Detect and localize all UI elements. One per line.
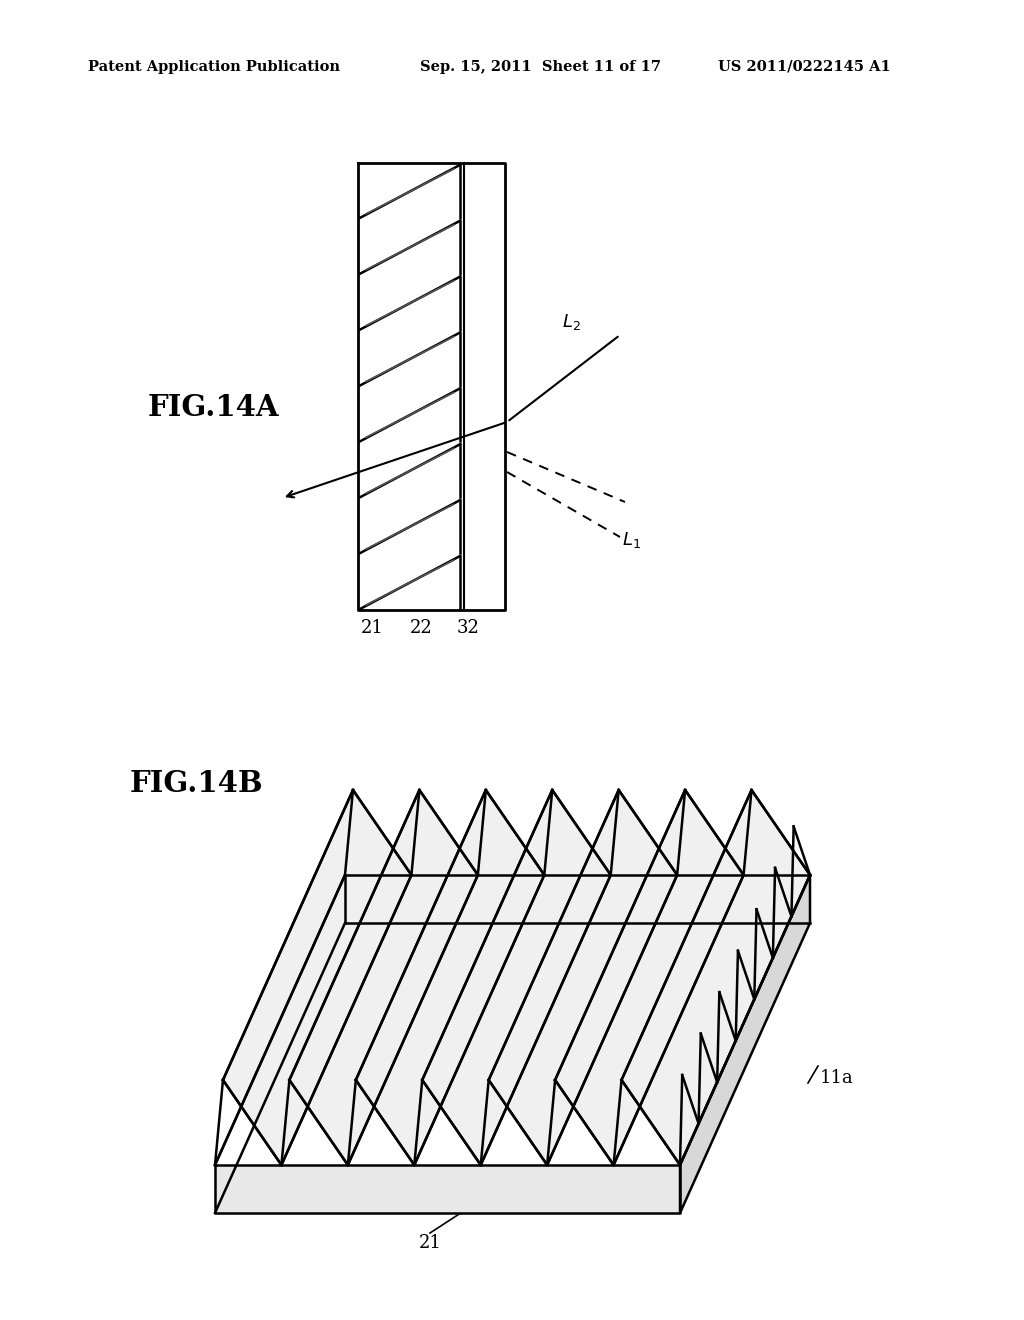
Polygon shape xyxy=(290,789,478,1166)
Text: US 2011/0222145 A1: US 2011/0222145 A1 xyxy=(718,59,891,74)
Polygon shape xyxy=(355,789,545,1166)
Polygon shape xyxy=(422,789,610,1166)
Polygon shape xyxy=(622,789,810,1166)
Polygon shape xyxy=(223,789,412,1166)
Polygon shape xyxy=(488,789,677,1166)
Text: 21: 21 xyxy=(419,1234,441,1251)
Text: FIG.14A: FIG.14A xyxy=(148,393,280,422)
Text: 21: 21 xyxy=(360,619,383,638)
Text: Sep. 15, 2011  Sheet 11 of 17: Sep. 15, 2011 Sheet 11 of 17 xyxy=(420,59,662,74)
Polygon shape xyxy=(215,875,810,1166)
Polygon shape xyxy=(555,789,743,1166)
Text: $L_1$: $L_1$ xyxy=(622,531,641,550)
Text: 11a: 11a xyxy=(820,1069,854,1086)
Text: 32: 32 xyxy=(457,619,479,638)
Text: FIG.14B: FIG.14B xyxy=(130,768,263,797)
Text: $L_2$: $L_2$ xyxy=(562,312,581,333)
Text: 22: 22 xyxy=(410,619,432,638)
Polygon shape xyxy=(215,1166,680,1213)
Text: Patent Application Publication: Patent Application Publication xyxy=(88,59,340,74)
Polygon shape xyxy=(680,875,810,1213)
